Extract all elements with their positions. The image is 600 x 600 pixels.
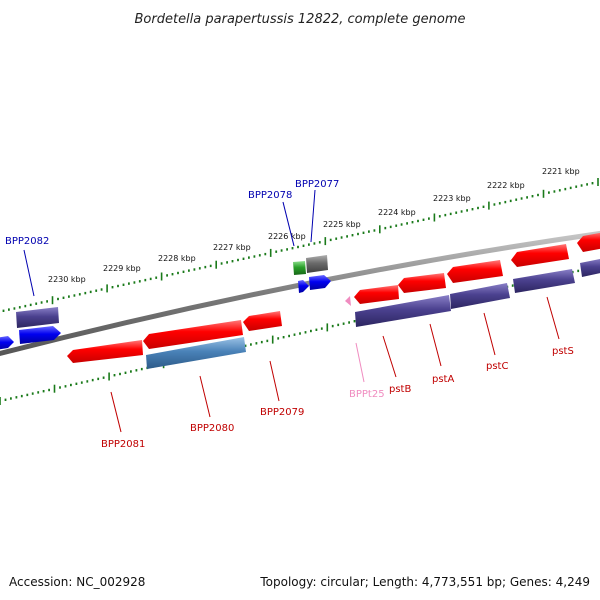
scale-label: 2221 kbp: [542, 167, 580, 176]
gene-label-bpp2079[interactable]: BPP2079: [260, 407, 304, 418]
forward-strand-genes: [0, 232, 600, 350]
gene-bpp2080-red[interactable]: [143, 320, 243, 349]
leader-psta: [429, 323, 442, 367]
gene-pstc-left[interactable]: [447, 260, 503, 283]
gene-bpp2080[interactable]: [146, 337, 246, 369]
gene-psta-left[interactable]: [398, 273, 446, 293]
gene-label-pstc[interactable]: pstC: [486, 361, 508, 372]
gene-label-bpp2082[interactable]: BPP2082: [5, 236, 49, 247]
scale-label: 2228 kbp: [158, 254, 196, 263]
leader-bpp2081: [110, 391, 122, 433]
leader-psts: [546, 296, 560, 340]
gene-label-bpp2078[interactable]: BPP2078: [248, 190, 292, 201]
scale-ticks-upper: [2, 178, 599, 312]
gene-bpp2081[interactable]: [67, 340, 143, 363]
scale-label: 2227 kbp: [213, 243, 251, 252]
leader-bpp2078: [282, 201, 295, 247]
gene-bpp2078-green[interactable]: [293, 261, 306, 275]
gene-label-bpp2080[interactable]: BPP2080: [190, 423, 234, 434]
map-title: Bordetella parapertussis 12822, complete…: [135, 12, 466, 27]
gene-bpp2079[interactable]: [243, 311, 282, 331]
gene-bppt25[interactable]: [345, 296, 351, 306]
gene-label-pstb[interactable]: pstB: [389, 384, 411, 395]
gene-right-edge-purple[interactable]: [580, 258, 600, 277]
leader-bppt25: [355, 342, 365, 383]
gene-bpp2078-blue[interactable]: [298, 280, 309, 293]
leader-bpp2080: [199, 375, 211, 418]
gene-bpp2082-blue[interactable]: [19, 326, 61, 344]
gene-psts-left[interactable]: [511, 244, 569, 267]
genome-summary-text: Topology: circular; Length: 4,773,551 bp…: [259, 575, 590, 589]
leader-pstb: [382, 335, 397, 378]
gene-pst-operon-purple-3[interactable]: [513, 269, 575, 293]
reverse-strand-genes: [67, 311, 282, 369]
gene-bpp2082[interactable]: [16, 307, 59, 328]
gene-right-edge-red[interactable]: [577, 232, 600, 252]
leader-bpp2079: [269, 360, 280, 402]
scale-label: 2225 kbp: [323, 220, 361, 229]
accession-text: Accession: NC_002928: [9, 575, 145, 589]
gene-label-psts[interactable]: pstS: [552, 346, 574, 357]
gene-label-bppt25[interactable]: BPPt25: [349, 389, 385, 400]
gene-pst-operon-purple-2[interactable]: [450, 283, 510, 309]
gene-label-psta[interactable]: pstA: [432, 374, 454, 385]
gene-bpp2077-blue[interactable]: [309, 275, 331, 290]
genome-backbone: [0, 230, 600, 357]
label-leader-lines: [23, 189, 560, 433]
leader-pstc: [483, 312, 496, 356]
leader-bpp2077: [310, 189, 316, 243]
gene-label-bpp2081[interactable]: BPP2081: [101, 439, 145, 450]
leader-bpp2082: [23, 249, 35, 297]
gene-left-edge-blue[interactable]: [0, 336, 14, 350]
gene-label-bpp2077[interactable]: BPP2077: [295, 179, 339, 190]
scale-label: 2223 kbp: [433, 194, 471, 203]
gene-pstb-left[interactable]: [354, 285, 399, 304]
scale-label: 2226 kbp: [268, 232, 306, 241]
scale-label: 2222 kbp: [487, 181, 525, 190]
gene-pst-operon-purple[interactable]: [355, 295, 451, 327]
scale-labels: 2221 kbp 2222 kbp 2223 kbp 2224 kbp 2225…: [48, 167, 580, 284]
scale-label: 2229 kbp: [103, 264, 141, 273]
scale-label: 2224 kbp: [378, 208, 416, 217]
gene-labels: BPP2082 BPP2078 BPP2077 BPP2081 BPP2080 …: [5, 179, 574, 450]
scale-label: 2230 kbp: [48, 275, 86, 284]
gene-bpp2077-gray[interactable]: [306, 255, 328, 273]
